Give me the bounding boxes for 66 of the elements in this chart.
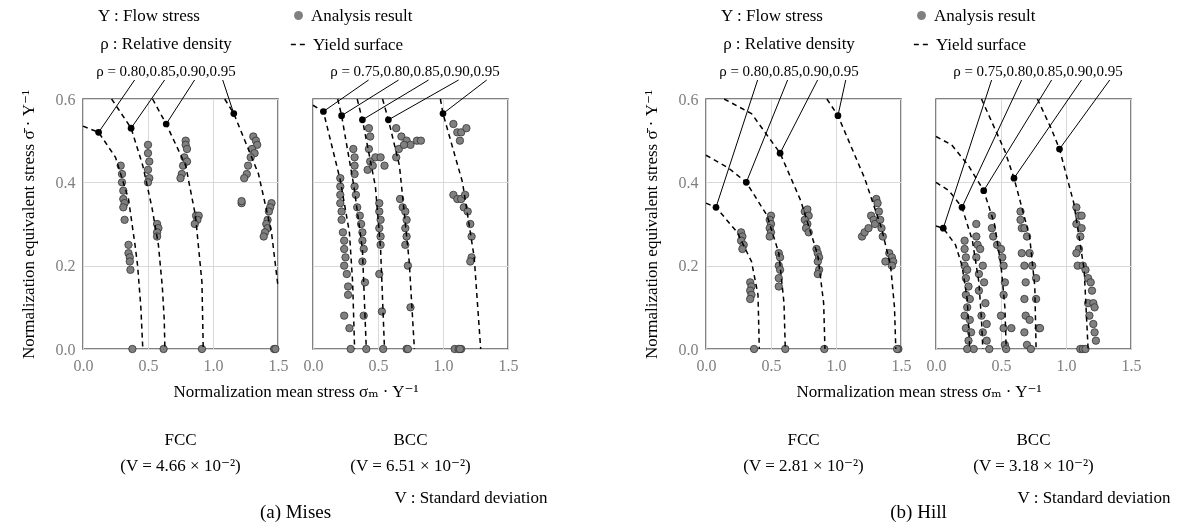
annotation: 0.95: [473, 63, 500, 79]
annotation: 0.95: [832, 63, 859, 79]
y-tick-label: 0.6: [678, 90, 699, 108]
x-tick-label: 0.5: [138, 356, 159, 374]
annotation: 0.85,: [1036, 63, 1067, 79]
annotation: 0.80,: [383, 63, 414, 79]
text: ρ : Relative density: [100, 34, 233, 53]
text: BCC: [1016, 430, 1051, 449]
y-tick-label: 0.4: [678, 173, 699, 191]
x-tick-label: 1.0: [203, 356, 224, 374]
legend-label: Analysis result: [311, 5, 413, 25]
x-tick-label: 1.5: [1121, 356, 1142, 374]
x-tick-label: 0.0: [926, 356, 947, 374]
text: (a) Mises: [259, 501, 332, 523]
x-tick-label: 0.5: [991, 356, 1012, 374]
annotation: 0.85,: [772, 63, 803, 79]
x-tick-label: 1.0: [1056, 356, 1077, 374]
x-tick-label: 1.5: [498, 356, 519, 374]
y-tick-label: 0.6: [55, 90, 76, 108]
legend-label: Yield surface: [313, 34, 404, 54]
text: (V = 6.51 × 10⁻²): [350, 456, 471, 475]
text: ρ : Relative density: [723, 34, 856, 53]
x-tick-label: 0.0: [303, 356, 324, 374]
text: FCC: [787, 430, 820, 449]
annotation: 0.90,: [179, 63, 210, 79]
legend-label: Analysis result: [934, 5, 1036, 25]
annotation: ρ = 0.80,: [719, 63, 773, 79]
x-axis-title: Normalization mean stress σₘ · Y⁻¹: [796, 381, 1042, 401]
x-tick-label: 0.5: [368, 356, 389, 374]
text: (V = 4.66 × 10⁻²): [120, 456, 241, 475]
annotation: ρ = 0.75,: [953, 63, 1007, 79]
annotation: ρ = 0.75,: [330, 63, 384, 79]
x-tick-label: 1.0: [433, 356, 454, 374]
y-axis-title: Normalization equivalent stress σ̄ · Y⁻¹: [18, 89, 38, 360]
y-tick-label: 0.0: [678, 340, 699, 358]
x-tick-label: 1.5: [891, 356, 912, 374]
annotation: 0.95: [209, 63, 236, 79]
y-tick-label: 0.2: [55, 257, 76, 275]
annotation: 0.85,: [413, 63, 444, 79]
x-tick-label: 1.5: [268, 356, 289, 374]
x-tick-label: 0.0: [696, 356, 717, 374]
text: Y : Flow stress: [721, 6, 823, 25]
annotation: 0.90,: [443, 63, 474, 79]
text: V : Standard deviation: [394, 488, 549, 507]
text: V : Standard deviation: [1017, 488, 1172, 507]
x-tick-label: 0.5: [761, 356, 782, 374]
annotation: 0.95: [1096, 63, 1123, 79]
text: (V = 2.81 × 10⁻²): [743, 456, 864, 475]
annotation: 0.90,: [1066, 63, 1097, 79]
annotation: 0.85,: [149, 63, 180, 79]
y-axis-title: Normalization equivalent stress σ̄ · Y⁻¹: [641, 89, 661, 360]
text: Y : Flow stress: [98, 6, 200, 25]
y-tick-label: 0.4: [55, 173, 76, 191]
x-tick-label: 1.0: [826, 356, 847, 374]
text: FCC: [164, 430, 197, 449]
annotation: 0.90,: [802, 63, 833, 79]
x-tick-label: 0.0: [73, 356, 94, 374]
y-tick-label: 0.0: [55, 340, 76, 358]
text: (V = 3.18 × 10⁻²): [973, 456, 1094, 475]
x-axis-title: Normalization mean stress σₘ · Y⁻¹: [173, 381, 419, 401]
text: (b) Hill: [890, 501, 947, 523]
annotation: 0.80,: [1006, 63, 1037, 79]
legend-label: Yield surface: [936, 34, 1027, 54]
text: BCC: [393, 430, 428, 449]
annotation: ρ = 0.80,: [96, 63, 150, 79]
y-tick-label: 0.2: [678, 257, 699, 275]
